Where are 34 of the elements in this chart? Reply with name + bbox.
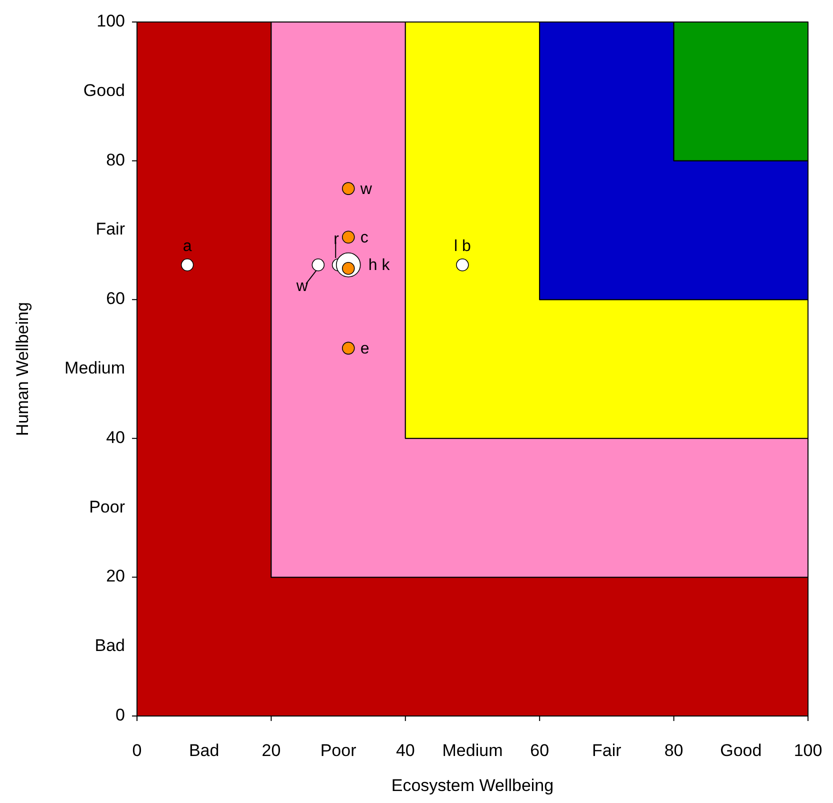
x-tick-label: Poor bbox=[320, 741, 357, 760]
y-tick-label: 80 bbox=[106, 150, 125, 170]
y-tick-label: 100 bbox=[96, 11, 125, 30]
x-tick-label: Bad bbox=[188, 741, 220, 760]
x-tick-label: 20 bbox=[262, 741, 281, 760]
annotation: e bbox=[360, 340, 370, 358]
y-tick-label: 20 bbox=[106, 566, 125, 586]
x-tick-label: 80 bbox=[664, 741, 684, 760]
annotation: w bbox=[295, 278, 308, 296]
x-axis-title: Ecosystem Wellbeing bbox=[391, 776, 554, 795]
point bbox=[342, 182, 355, 195]
annotation: h k bbox=[368, 257, 391, 274]
x-tick-label: 60 bbox=[530, 741, 550, 760]
y-tick-label: Bad bbox=[94, 636, 125, 656]
x-tick-label: 0 bbox=[132, 741, 142, 760]
y-tick-label: Fair bbox=[96, 220, 126, 239]
y-tick-label: Medium bbox=[64, 358, 125, 378]
x-tick-label: Medium bbox=[442, 741, 503, 760]
annotation: c bbox=[360, 229, 368, 246]
x-tick-label: 40 bbox=[396, 741, 415, 760]
y-axis-title: Human Wellbeing bbox=[13, 302, 32, 436]
annotation: l b bbox=[454, 238, 471, 256]
x-tick-label: Good bbox=[720, 741, 762, 760]
y-tick-label: 0 bbox=[116, 705, 125, 724]
annotation: w bbox=[359, 180, 372, 198]
y-tick-label: 60 bbox=[106, 289, 125, 308]
point bbox=[342, 230, 355, 244]
y-tick-label: Good bbox=[83, 80, 125, 100]
y-tick-label: 40 bbox=[106, 428, 125, 447]
x-tick-label: 100 bbox=[794, 741, 822, 760]
annotation: a bbox=[182, 238, 192, 256]
point bbox=[342, 342, 355, 355]
y-tick-label: Poor bbox=[89, 497, 126, 516]
x-tick-label: Fair bbox=[592, 741, 622, 760]
